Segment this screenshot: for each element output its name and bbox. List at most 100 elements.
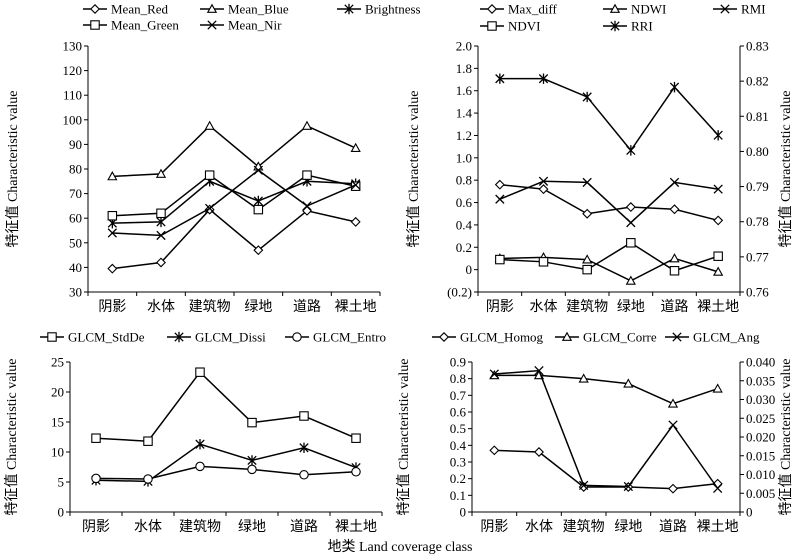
legend-label: RMI — [741, 2, 766, 17]
x-tick-label: 建筑物 — [179, 519, 221, 535]
x-tick-label: 裸土地 — [697, 299, 739, 315]
x-tick-label: 道路 — [661, 299, 689, 315]
data-point-GLCM_StdDe — [351, 433, 361, 443]
data-point-GLCM_Homog — [668, 483, 678, 494]
x-tick-label: 道路 — [659, 519, 687, 535]
legend-label: GLCM_Corre — [583, 330, 657, 345]
legend-swatch-marker — [439, 332, 449, 342]
y-right-tick-label: 0.77 — [746, 249, 769, 264]
y-right-tick-label: 0.82 — [746, 74, 769, 89]
y-tick-label: 0.6 — [450, 405, 467, 420]
data-point-GLCM_Corre — [623, 378, 634, 388]
y-axis-title: 特征值 Characteristic value — [396, 358, 412, 515]
data-point-Max_diff — [669, 204, 680, 215]
data-point-GLCM_Entro — [91, 473, 101, 484]
series-line-GLCM_Homog — [494, 449, 718, 490]
legend-label: RRI — [631, 19, 653, 34]
data-point-Mean_Blue — [155, 168, 167, 178]
data-point-RRI — [626, 145, 636, 156]
legend-label: GLCM_StdDe — [68, 330, 145, 345]
legend-swatch-marker — [720, 4, 730, 14]
data-point-Mean_Blue — [107, 171, 118, 181]
data-point-Max_diff — [582, 208, 593, 219]
x-tick-label: 水体 — [147, 299, 175, 315]
series-line-GLCM_Corre — [494, 374, 718, 405]
legend-label: Mean_Red — [111, 2, 169, 17]
x-tick-label: 阴影 — [480, 519, 508, 535]
legend-swatch-marker — [206, 3, 218, 13]
data-point-RMI — [713, 184, 723, 194]
y-axis-title: 特征值 Characteristic value — [406, 90, 422, 247]
legend-swatch-marker — [292, 332, 302, 342]
data-point-RRI — [669, 81, 680, 93]
x-tick-label: 裸土地 — [697, 519, 739, 535]
legend-label: GLCM_Homog — [460, 330, 544, 345]
data-point-NDVI — [713, 251, 723, 261]
y-tick-label: 0.2 — [450, 471, 466, 486]
legend-label: Mean_Blue — [228, 2, 289, 17]
legend-swatch-marker — [487, 21, 497, 31]
legend-swatch-marker — [610, 20, 620, 32]
y-tick-label: 120 — [63, 63, 83, 78]
data-point-GLCM_StdDe — [247, 417, 257, 428]
data-point-GLCM_Dissi — [195, 439, 205, 450]
y-axis-title: 特征值 Characteristic value — [5, 90, 21, 247]
y-tick-label: 0.6 — [456, 195, 473, 210]
y-right-tick-label: 0.025 — [746, 411, 775, 426]
chart-panel-2: (0.2) 0 0.2 0.4 0.6 0.8 1.0 1.2 1.4 1.6 1.8 2.0 0.76… — [406, 2, 794, 316]
series-line-RMI — [499, 180, 719, 224]
data-point-GLCM_StdDe — [299, 411, 309, 421]
x-tick-label: 水体 — [525, 519, 553, 535]
data-point-Mean_Red — [107, 263, 118, 274]
y-tick-label: 10 — [51, 445, 64, 460]
y-tick-label: 110 — [63, 88, 82, 103]
data-point-Mean_Nir — [156, 230, 166, 241]
x-tick-label: 建筑物 — [563, 519, 605, 535]
data-point-RRI — [495, 73, 505, 84]
data-point-Max_diff — [713, 215, 724, 226]
legend-label: Brightness — [365, 2, 421, 17]
data-point-RMI — [669, 177, 680, 188]
y-tick-label: 0.8 — [450, 371, 466, 386]
series-line-Max_diff — [499, 183, 719, 222]
data-point-RRI — [713, 130, 723, 141]
data-point-Mean_Nir — [351, 180, 361, 190]
series-line-GLCM_Entro — [95, 465, 357, 480]
legend-label: Mean_Green — [111, 18, 179, 33]
y-tick-label: (0.2) — [447, 285, 472, 300]
data-point-Mean_Nir — [205, 203, 215, 214]
data-point-NDVI — [538, 257, 549, 267]
data-point-RRI — [538, 73, 549, 84]
series-line-GLCM_Dissi — [95, 443, 357, 483]
y-tick-label: 0.3 — [450, 455, 466, 470]
y-tick-label: 40 — [69, 260, 82, 275]
data-point-RMI — [538, 176, 549, 186]
data-point-GLCM_Entro — [299, 470, 309, 480]
data-point-RMI — [495, 194, 505, 204]
data-point-GLCM_Corre — [712, 383, 723, 393]
y-tick-label: 0.4 — [450, 438, 467, 453]
series-line-Mean_Blue — [112, 124, 356, 178]
series-line-Mean_Nir — [112, 169, 356, 237]
data-point-Mean_Blue — [204, 120, 215, 130]
y-right-tick-label: 0.76 — [746, 285, 769, 300]
y-tick-label: 0.5 — [450, 421, 466, 436]
y-tick-label: 0.4 — [456, 217, 473, 232]
x-tick-label: 道路 — [293, 299, 321, 315]
data-point-NDWI — [582, 254, 593, 264]
data-point-Max_diff — [625, 202, 636, 212]
y-tick-label: 1.4 — [456, 106, 473, 121]
y-right-tick-label: 0.80 — [746, 144, 769, 159]
legend-label: GLCM_Entro — [313, 330, 386, 345]
series-line-NDWI — [499, 256, 719, 282]
y-tick-label: 5 — [58, 475, 65, 490]
y-tick-label: 0 — [58, 505, 65, 520]
series-line-GLCM_Ang — [494, 369, 719, 489]
legend-label: GLCM_Dissi — [195, 330, 266, 345]
series-line-Mean_Red — [112, 208, 356, 270]
x-tick-label: 道路 — [290, 519, 318, 535]
series-line-Mean_Green — [112, 174, 356, 217]
data-point-RRI — [582, 91, 592, 103]
data-point-Mean_Red — [253, 245, 264, 256]
